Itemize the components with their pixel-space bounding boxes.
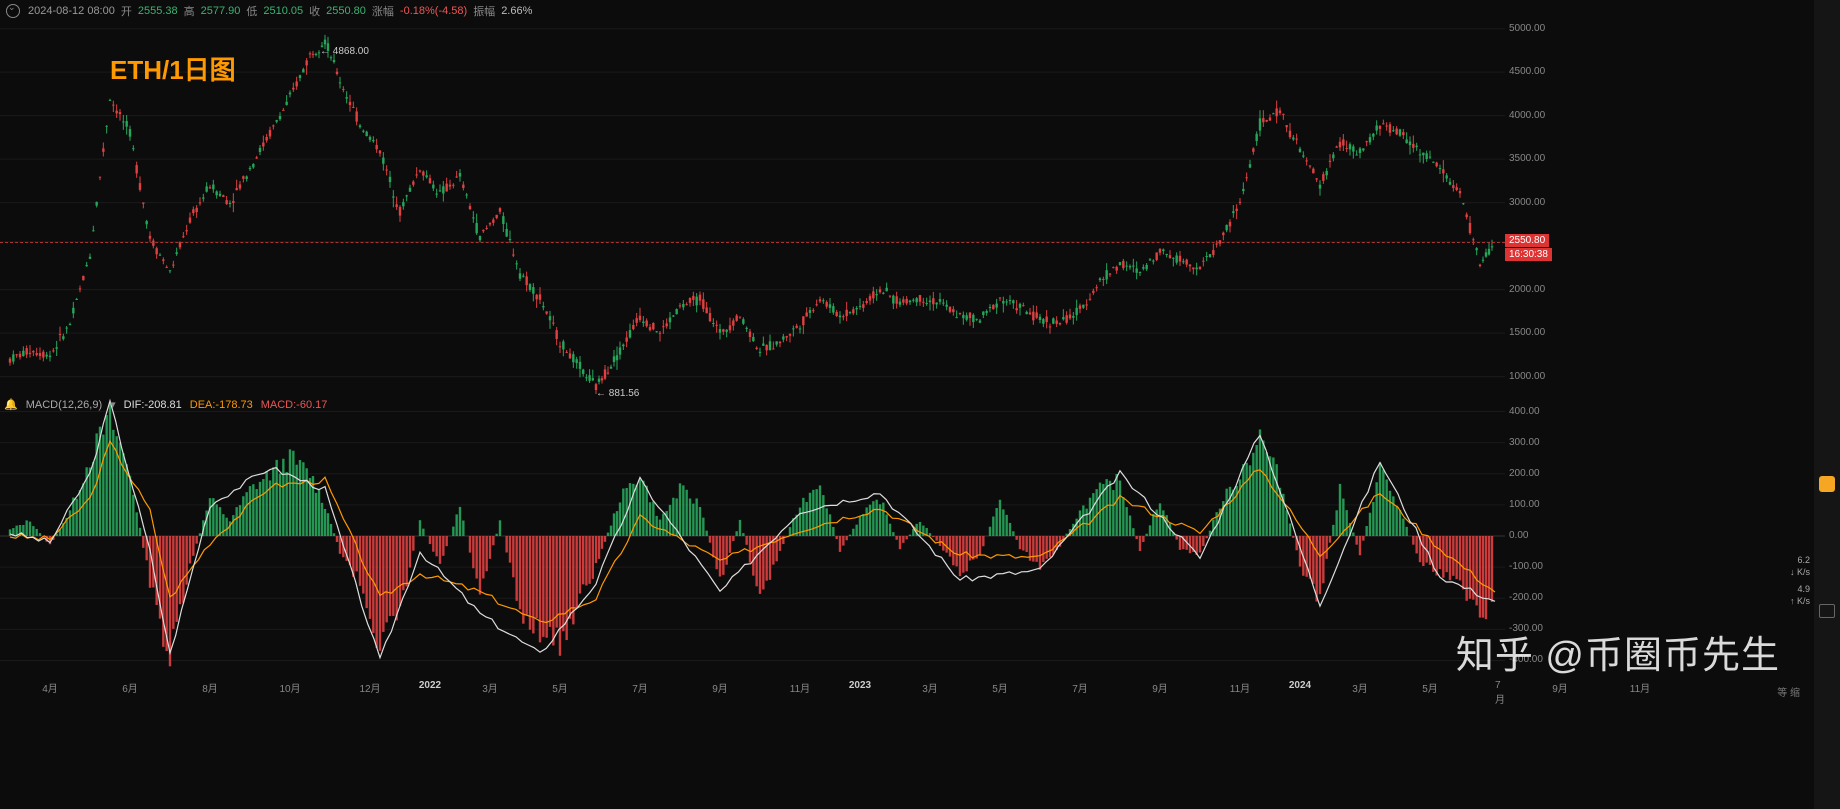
macd-value: MACD:-60.17 — [261, 399, 328, 411]
time-x-axis[interactable]: 4月 6月 8月 10月 12月 2022 3月 5月 7月 9月 11月 2023 3月 5月 7月 9月 1… — [0, 676, 1505, 698]
price-ytick: 3500.00 — [1509, 153, 1545, 164]
x-tick: 2023 — [849, 680, 871, 691]
low-label: 低 — [246, 3, 257, 19]
x-tick: 5月 — [552, 680, 568, 695]
low-annotation: ← 881.56 — [596, 388, 639, 399]
current-price-badge: 2550.80 — [1505, 234, 1549, 247]
ohlc-header: 2024-08-12 08:00 开 2555.38 高 2577.90 低 2… — [0, 0, 1840, 22]
price-ytick: 1500.00 — [1509, 327, 1545, 338]
current-time-badge: 16:30:38 — [1505, 248, 1552, 261]
macd-ytick: 300.00 — [1509, 437, 1540, 448]
price-ytick: 3000.00 — [1509, 197, 1545, 208]
close-label: 收 — [309, 3, 320, 19]
shield-icon[interactable] — [1819, 476, 1835, 492]
macd-ytick: 100.00 — [1509, 499, 1540, 510]
macd-chart[interactable] — [0, 396, 1505, 676]
price-ytick: 4500.00 — [1509, 66, 1545, 77]
open-label: 开 — [121, 3, 132, 19]
network-speed-badges: 6.2↓ K/s 4.9↑ K/s — [1790, 555, 1810, 608]
current-price-line — [0, 242, 1505, 243]
x-tick: 3月 — [482, 680, 498, 695]
change-label: 涨幅 — [372, 3, 394, 19]
price-ytick: 4000.00 — [1509, 110, 1545, 121]
high-value: 2577.90 — [201, 5, 241, 17]
macd-label[interactable]: MACD(12,26,9) — [26, 399, 102, 411]
x-tick: 7月 — [632, 680, 648, 695]
macd-ytick: -200.00 — [1509, 592, 1543, 603]
x-tick: 11月 — [1230, 680, 1250, 695]
x-tick: 2024 — [1289, 680, 1311, 691]
right-toolbar — [1814, 0, 1840, 809]
bell-icon[interactable]: 🔔 — [4, 398, 18, 411]
x-tick: 5月 — [992, 680, 1008, 695]
macd-header: 🔔 MACD(12,26,9) ▾ DIF:-208.81 DEA:-178.7… — [4, 398, 327, 411]
dea-value: DEA:-178.73 — [190, 399, 253, 411]
macd-ytick: 400.00 — [1509, 406, 1540, 417]
price-ytick: 2000.00 — [1509, 284, 1545, 295]
x-tick: 7月 — [1495, 680, 1505, 706]
x-tick: 8月 — [202, 680, 218, 695]
x-tick: 11月 — [790, 680, 810, 695]
x-tick: 7月 — [1072, 680, 1088, 695]
x-tick: 6月 — [122, 680, 138, 695]
x-tick: 10月 — [279, 680, 300, 695]
x-tick: 5月 — [1422, 680, 1438, 695]
high-label: 高 — [184, 3, 195, 19]
clock-icon — [6, 4, 20, 18]
watermark: 知乎 @币圈币先生 — [1456, 624, 1780, 679]
x-tick: 4月 — [42, 680, 58, 695]
price-ytick: 5000.00 — [1509, 23, 1545, 34]
zoom-label[interactable]: 等 缩 — [1777, 684, 1800, 699]
x-tick: 9月 — [1152, 680, 1168, 695]
x-tick: 3月 — [1352, 680, 1368, 695]
change-value: -0.18%(-4.58) — [400, 5, 467, 17]
high-annotation: ← 4868.00 — [320, 46, 369, 57]
x-tick: 12月 — [359, 680, 380, 695]
macd-ytick: 200.00 — [1509, 468, 1540, 479]
x-tick: 2022 — [419, 680, 441, 691]
price-ytick: 1000.00 — [1509, 371, 1545, 382]
dif-value: DIF:-208.81 — [124, 399, 182, 411]
macd-ytick: 0.00 — [1509, 530, 1528, 541]
close-value: 2550.80 — [326, 5, 366, 17]
open-value: 2555.38 — [138, 5, 178, 17]
camera-icon[interactable] — [1819, 604, 1835, 618]
chart-title: ETH/1日图 — [110, 50, 236, 87]
range-label: 振幅 — [473, 3, 495, 19]
x-tick: 11月 — [1630, 680, 1650, 695]
low-value: 2510.05 — [263, 5, 303, 17]
range-value: 2.66% — [501, 5, 532, 17]
macd-ytick: -100.00 — [1509, 561, 1543, 572]
chevron-down-icon[interactable]: ▾ — [110, 398, 116, 411]
price-y-axis: 1000.00 1500.00 2000.00 2550.80 3000.00 3500.… — [1505, 20, 1565, 394]
header-datetime: 2024-08-12 08:00 — [28, 5, 115, 17]
x-tick: 9月 — [1552, 680, 1568, 695]
x-tick: 9月 — [712, 680, 728, 695]
x-tick: 3月 — [922, 680, 938, 695]
